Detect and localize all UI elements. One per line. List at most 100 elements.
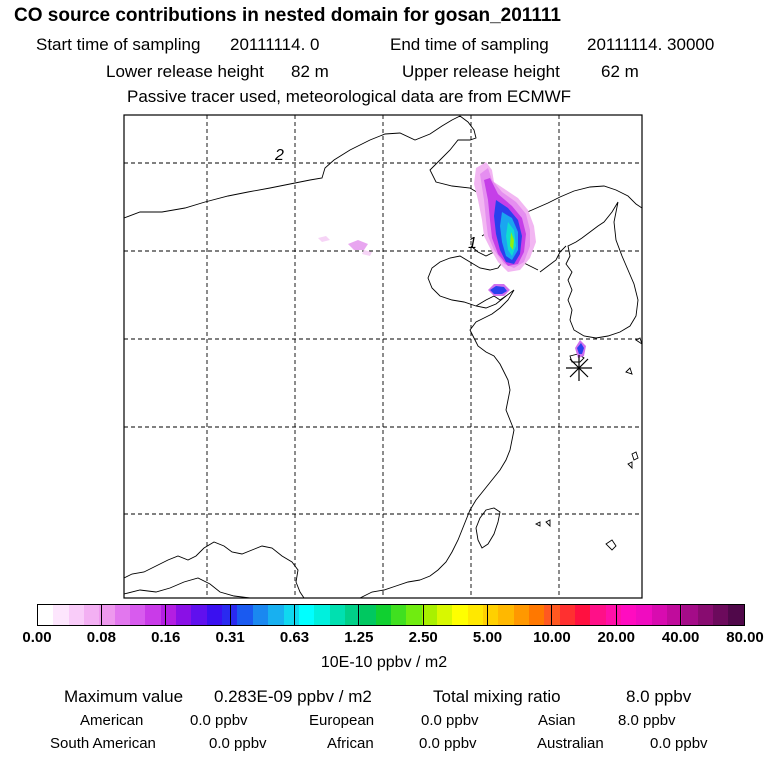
colorbar-swatch (436, 605, 453, 625)
colorbar-swatch (237, 605, 253, 625)
grid-label-1: 1 (468, 235, 477, 252)
region-value: 0.0 ppbv (419, 735, 477, 752)
colorbar-swatch (390, 605, 407, 625)
colorbar-swatch (482, 605, 499, 625)
colorbar-swatch (130, 605, 146, 625)
colorbar-tick-label: 80.00 (726, 629, 764, 646)
region-name: European (309, 712, 375, 729)
colorbar-swatch (682, 605, 698, 625)
colorbar-ticks: 0.00 0.08 0.16 0.31 0.63 1.25 2.50 5.00 10.00 20.… (0, 629, 768, 649)
colorbar-swatch (529, 605, 545, 625)
colorbar-swatch (559, 605, 576, 625)
colorbar-swatch (728, 605, 744, 625)
colorbar-swatch (38, 605, 54, 625)
max-value: 0.283E-09 ppbv / m2 (214, 687, 372, 706)
colorbar-swatch (145, 605, 161, 625)
colorbar-swatch (329, 605, 345, 625)
colorbar-swatch (298, 605, 315, 625)
region-name: African (327, 735, 374, 752)
colorbar-divider (293, 605, 295, 625)
start-time-value: 20111114. 0 (230, 35, 320, 54)
colorbar-swatch (406, 605, 422, 625)
total-mixing-label: Total mixing ratio (433, 687, 561, 706)
region-value: 0.0 ppbv (650, 735, 708, 752)
region-value: 0.0 ppbv (421, 712, 479, 729)
colorbar-tick-label: 0.08 (86, 629, 116, 646)
colorbar-divider (487, 605, 489, 625)
colorbar-swatch (498, 605, 514, 625)
region-value: 8.0 ppbv (618, 712, 676, 729)
colorbar-tick-label: 0.00 (22, 629, 52, 646)
colorbar-divider (615, 605, 617, 625)
colorbar-divider (551, 605, 553, 625)
colorbar-tick-label: 0.31 (215, 629, 245, 646)
tracer-note: Passive tracer used, meteorological data… (127, 87, 572, 106)
colorbar-swatch (697, 605, 714, 625)
colorbar-swatch (467, 605, 483, 625)
upper-release-label: Upper release height (402, 62, 560, 81)
region-value: 0.0 ppbv (190, 712, 248, 729)
upper-release-value: 62 m (601, 62, 639, 81)
colorbar-swatch (206, 605, 223, 625)
colorbar-swatch (84, 605, 100, 625)
colorbar-tick-label: 10.00 (533, 629, 571, 646)
colorbar-units: 10E-10 ppbv / m2 (320, 654, 448, 671)
colorbar-swatch (176, 605, 192, 625)
colorbar-divider (358, 605, 360, 625)
colorbar-swatch (575, 605, 591, 625)
colorbar-swatch (268, 605, 284, 625)
colorbar-swatch (667, 605, 683, 625)
colorbar-divider (680, 605, 682, 625)
colorbar-swatch (53, 605, 69, 625)
region-name: South American (50, 735, 156, 752)
region-name: Australian (537, 735, 604, 752)
colorbar-swatch (314, 605, 330, 625)
colorbar-swatch (513, 605, 529, 625)
region-value: 0.0 ppbv (209, 735, 267, 752)
lower-release-value: 82 m (291, 62, 329, 81)
grid-label-2: 2 (274, 147, 284, 164)
lower-release-label: Lower release height (106, 62, 264, 81)
colorbar-tick-label: 1.25 (344, 629, 374, 646)
colorbar-swatch (651, 605, 668, 625)
grid-lines (124, 115, 642, 598)
colorbar-tick-label: 0.63 (279, 629, 310, 646)
end-time-value: 20111114. 30000 (587, 35, 715, 54)
end-time-label: End time of sampling (390, 35, 549, 54)
colorbar-swatch (621, 605, 637, 625)
colorbar-swatch (283, 605, 299, 625)
colorbar-swatch (344, 605, 361, 625)
colorbar-tick-label: 40.00 (661, 629, 700, 646)
total-mixing-value: 8.0 ppbv (626, 687, 692, 706)
colorbar-swatch (68, 605, 85, 625)
map-frame (123, 114, 643, 599)
colorbar-divider (165, 605, 167, 625)
colorbar-swatch (360, 605, 376, 625)
receptor-marker (566, 355, 592, 381)
colorbar-tick-label: 0.16 (151, 629, 181, 646)
colorbar-divider (229, 605, 231, 625)
start-time-label: Start time of sampling (36, 35, 201, 54)
colorbar-tick-label: 2.50 (408, 629, 438, 646)
colorbar-swatch (713, 605, 729, 625)
colorbar-tick-label: 20.00 (597, 629, 636, 646)
page-title: CO source contributions in nested domain… (14, 5, 561, 26)
region-name: American (80, 712, 144, 729)
colorbar-swatch (375, 605, 391, 625)
colorbar (37, 604, 745, 626)
colorbar-swatch (191, 605, 207, 625)
colorbar-tick-label: 5.00 (472, 629, 503, 646)
colorbar-divider (422, 605, 424, 625)
colorbar-swatch (421, 605, 437, 625)
colorbar-swatch (99, 605, 115, 625)
contribution-plume (318, 162, 586, 358)
colorbar-divider (100, 605, 102, 625)
colorbar-swatch (605, 605, 622, 625)
max-value-label: Maximum value (64, 687, 184, 706)
colorbar-swatch (252, 605, 269, 625)
colorbar-swatch (114, 605, 131, 625)
colorbar-swatch (590, 605, 606, 625)
colorbar-swatch (636, 605, 652, 625)
colorbar-swatch (452, 605, 468, 625)
